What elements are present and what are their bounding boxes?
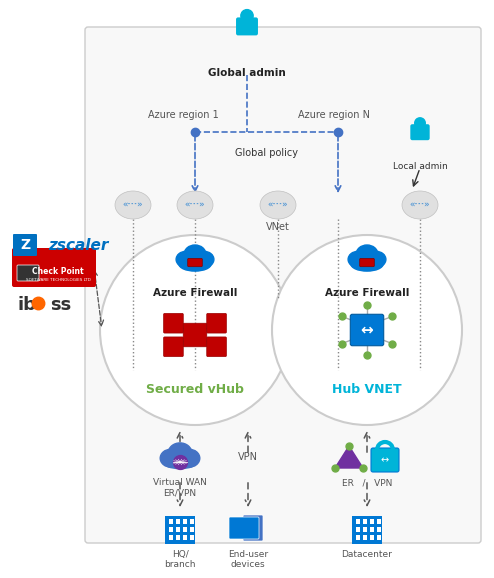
FancyBboxPatch shape [229,517,259,539]
Ellipse shape [179,257,211,271]
FancyBboxPatch shape [236,17,258,35]
Ellipse shape [402,191,438,219]
FancyBboxPatch shape [169,519,173,524]
Ellipse shape [115,191,151,219]
FancyBboxPatch shape [350,314,384,346]
FancyBboxPatch shape [190,527,194,532]
FancyBboxPatch shape [17,265,39,281]
Text: SOFTWARE TECHNOLOGIES LTD: SOFTWARE TECHNOLOGIES LTD [26,278,90,282]
FancyBboxPatch shape [377,527,381,532]
Ellipse shape [351,257,383,271]
FancyBboxPatch shape [377,519,381,524]
FancyBboxPatch shape [363,535,367,540]
Ellipse shape [177,191,213,219]
FancyBboxPatch shape [183,323,207,347]
Text: End-user
devices: End-user devices [228,550,268,569]
FancyBboxPatch shape [243,515,263,541]
Text: ER   /   VPN: ER / VPN [342,478,392,487]
FancyBboxPatch shape [207,337,226,357]
Text: Virtual WAN
ER/VPN: Virtual WAN ER/VPN [153,478,207,498]
FancyBboxPatch shape [164,337,183,357]
FancyBboxPatch shape [165,516,195,544]
Text: Hub VNET: Hub VNET [332,383,402,396]
Ellipse shape [194,251,214,268]
Ellipse shape [184,245,206,263]
FancyBboxPatch shape [356,519,360,524]
FancyBboxPatch shape [370,535,374,540]
Text: Check Point: Check Point [32,268,84,276]
Text: «···»: «···» [410,201,430,209]
FancyBboxPatch shape [176,519,180,524]
Text: Local admin: Local admin [393,162,448,171]
Circle shape [415,118,425,128]
Ellipse shape [163,455,197,469]
FancyBboxPatch shape [356,527,360,532]
Text: Azure Firewall: Azure Firewall [153,288,237,298]
Ellipse shape [178,449,200,467]
Circle shape [241,10,253,22]
Text: Secured vHub: Secured vHub [146,383,244,396]
FancyBboxPatch shape [164,313,183,333]
Circle shape [272,235,462,425]
FancyBboxPatch shape [356,535,360,540]
FancyBboxPatch shape [12,248,96,287]
FancyBboxPatch shape [207,313,226,333]
FancyBboxPatch shape [360,258,374,266]
FancyBboxPatch shape [411,124,430,140]
Text: Z: Z [20,238,30,252]
FancyBboxPatch shape [352,516,382,544]
FancyBboxPatch shape [363,519,367,524]
Text: zscaler: zscaler [48,238,108,253]
FancyBboxPatch shape [377,535,381,540]
Polygon shape [335,446,363,468]
Text: Azure region 1: Azure region 1 [148,110,219,120]
Ellipse shape [160,449,182,467]
Text: Azure region N: Azure region N [298,110,370,120]
Text: ↔: ↔ [381,455,389,465]
FancyBboxPatch shape [85,27,481,543]
Ellipse shape [348,251,368,268]
FancyBboxPatch shape [169,527,173,532]
FancyBboxPatch shape [370,519,374,524]
FancyBboxPatch shape [190,535,194,540]
Text: ss: ss [50,296,71,314]
Text: Azure Firewall: Azure Firewall [325,288,409,298]
Ellipse shape [260,191,296,219]
Text: Datacenter: Datacenter [341,550,392,559]
Circle shape [100,235,290,425]
FancyBboxPatch shape [183,519,187,524]
Text: VPN: VPN [238,452,258,462]
FancyBboxPatch shape [13,234,37,256]
Text: Global policy: Global policy [235,148,298,158]
FancyBboxPatch shape [371,448,399,472]
Ellipse shape [176,251,196,268]
Text: ↔: ↔ [361,323,373,338]
Text: «···»: «···» [268,201,288,209]
Text: HQ/
branch: HQ/ branch [164,550,196,569]
Ellipse shape [168,443,192,463]
FancyBboxPatch shape [176,535,180,540]
Text: ib: ib [17,296,36,314]
FancyBboxPatch shape [176,527,180,532]
Ellipse shape [356,245,378,263]
Text: VNet: VNet [266,222,290,232]
FancyBboxPatch shape [190,519,194,524]
FancyBboxPatch shape [183,535,187,540]
FancyBboxPatch shape [188,258,203,266]
Ellipse shape [366,251,386,268]
Text: «···»: «···» [185,201,205,209]
Text: «···»: «···» [123,201,143,209]
FancyBboxPatch shape [169,535,173,540]
Text: Global admin: Global admin [208,68,286,78]
FancyBboxPatch shape [370,527,374,532]
FancyBboxPatch shape [363,527,367,532]
FancyBboxPatch shape [183,527,187,532]
